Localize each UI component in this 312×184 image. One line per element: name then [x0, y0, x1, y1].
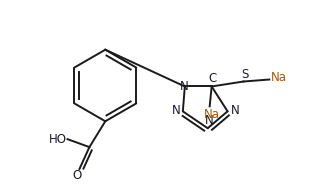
- Text: Na: Na: [271, 71, 287, 84]
- Text: N: N: [172, 104, 180, 117]
- Text: Na: Na: [204, 108, 220, 121]
- Text: C: C: [208, 72, 217, 85]
- Text: S: S: [241, 68, 248, 81]
- Text: N: N: [231, 104, 240, 117]
- Text: N: N: [179, 80, 188, 93]
- Text: O: O: [73, 169, 82, 182]
- Text: N: N: [205, 114, 214, 127]
- Text: HO: HO: [49, 133, 66, 146]
